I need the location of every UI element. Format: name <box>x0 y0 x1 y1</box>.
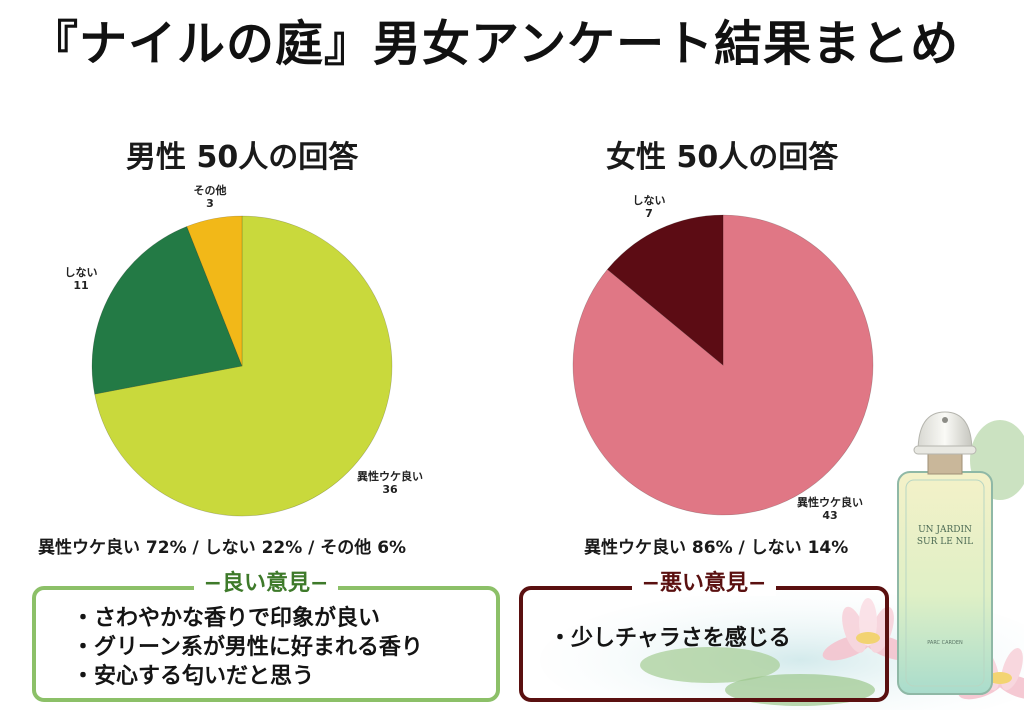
pie-slice <box>572 214 874 516</box>
female-summary: 異性ウケ良い 86% / しない 14% <box>584 538 849 558</box>
perfume-label: UN JARDIN SUR LE NIL <box>898 524 992 548</box>
male-label-other: その他 3 <box>193 184 227 210</box>
female-chart-title: 女性 50人の回答 <box>606 140 839 175</box>
good-opinions-box: −良い意見− ・さわやかな香りで印象が良い ・グリーン系が男性に好まれる香り ・… <box>32 571 500 702</box>
bad-opinion-item: ・少しチャラさを感じる <box>549 626 791 651</box>
perfume-brand: PARC CARDEN <box>927 640 963 646</box>
good-opinion-item: ・グリーン系が男性に好まれる香り <box>72 635 423 660</box>
male-summary: 異性ウケ良い 72% / しない 22% / その他 6% <box>38 538 407 558</box>
pie-slice <box>186 215 243 367</box>
perfume-name-line2: SUR LE NIL <box>916 537 974 547</box>
male-chart-title: 男性 50人の回答 <box>126 140 359 175</box>
bad-opinions-heading: −悪い意見− <box>523 568 885 600</box>
male-label-positive: 異性ウケ良い 36 <box>357 470 423 496</box>
male-label-no: しない 11 <box>64 266 98 292</box>
pie-slice <box>91 226 243 395</box>
female-label-no: しない 7 <box>632 194 666 220</box>
page-title: 『ナイルの庭』男女アンケート結果まとめ <box>30 16 960 72</box>
good-opinions-heading: −良い意見− <box>36 568 496 600</box>
bad-opinions-list: ・少しチャラさを感じる <box>549 624 791 653</box>
good-opinion-item: ・安心する匂いだと思う <box>72 664 315 689</box>
bad-opinions-box: −悪い意見− ・少しチャラさを感じる <box>519 571 889 702</box>
perfume-name-line1: UN JARDIN <box>918 525 972 535</box>
female-label-positive: 異性ウケ良い 43 <box>797 496 863 522</box>
pie-slice <box>94 215 393 517</box>
good-opinion-item: ・さわやかな香りで印象が良い <box>72 606 381 631</box>
pie-slice <box>607 214 724 366</box>
good-opinions-list: ・さわやかな香りで印象が良い ・グリーン系が男性に好まれる香り ・安心する匂いだ… <box>72 604 423 691</box>
